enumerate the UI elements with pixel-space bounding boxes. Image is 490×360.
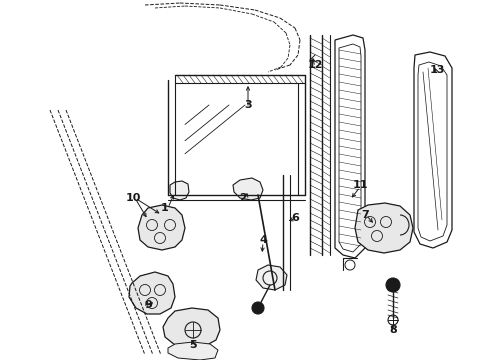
Text: 10: 10 bbox=[125, 193, 141, 203]
Text: 9: 9 bbox=[144, 300, 152, 310]
Text: 12: 12 bbox=[307, 60, 323, 70]
Text: 7: 7 bbox=[361, 210, 369, 220]
Polygon shape bbox=[256, 265, 287, 290]
Text: 3: 3 bbox=[244, 100, 252, 110]
Circle shape bbox=[252, 302, 264, 314]
Polygon shape bbox=[168, 342, 218, 360]
Text: 1: 1 bbox=[161, 203, 169, 213]
Polygon shape bbox=[355, 203, 413, 253]
Text: 2: 2 bbox=[239, 193, 247, 203]
Polygon shape bbox=[129, 272, 175, 314]
Text: 6: 6 bbox=[291, 213, 299, 223]
Text: 13: 13 bbox=[429, 65, 445, 75]
Text: 8: 8 bbox=[389, 325, 397, 335]
Polygon shape bbox=[163, 308, 220, 348]
Polygon shape bbox=[233, 178, 263, 200]
Polygon shape bbox=[170, 181, 189, 200]
Text: 4: 4 bbox=[259, 235, 267, 245]
Polygon shape bbox=[138, 205, 185, 250]
Text: 11: 11 bbox=[352, 180, 368, 190]
Circle shape bbox=[386, 278, 400, 292]
Text: 5: 5 bbox=[189, 340, 197, 350]
